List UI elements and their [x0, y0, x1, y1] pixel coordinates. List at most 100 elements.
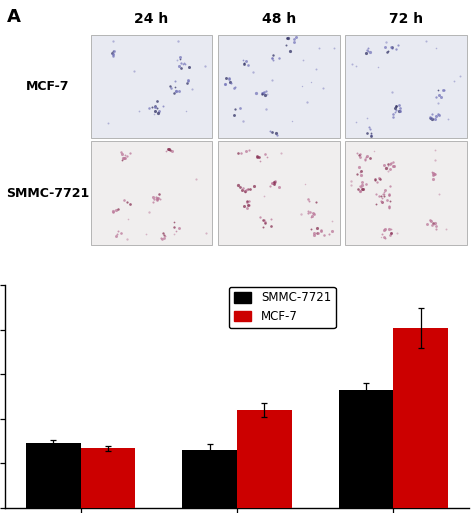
Point — [272, 178, 279, 186]
Point — [259, 223, 266, 231]
Point — [153, 195, 161, 203]
Point — [114, 204, 121, 212]
Point — [270, 181, 278, 189]
Point — [330, 44, 337, 52]
Point — [231, 105, 239, 113]
Point — [319, 84, 327, 92]
Point — [430, 220, 438, 228]
Point — [353, 170, 361, 178]
Point — [164, 145, 172, 153]
Point — [374, 177, 381, 186]
Point — [159, 102, 166, 110]
Point — [249, 68, 256, 76]
Point — [376, 175, 383, 184]
Point — [428, 115, 435, 123]
Point — [153, 104, 161, 112]
Point — [121, 150, 128, 159]
Point — [203, 229, 210, 237]
Point — [260, 88, 267, 96]
Point — [304, 209, 311, 217]
Point — [387, 159, 394, 167]
Point — [170, 218, 178, 226]
Point — [118, 156, 126, 164]
Point — [283, 41, 290, 49]
Point — [241, 188, 249, 196]
Point — [263, 90, 271, 98]
Point — [171, 83, 178, 91]
Text: A: A — [7, 8, 21, 26]
Point — [171, 88, 178, 96]
Point — [392, 108, 399, 116]
Point — [268, 128, 276, 136]
Point — [314, 229, 322, 237]
Point — [392, 102, 400, 110]
Point — [182, 107, 190, 115]
Point — [172, 227, 179, 235]
Point — [389, 110, 396, 119]
Point — [238, 186, 246, 194]
Point — [387, 43, 394, 51]
Point — [162, 147, 169, 155]
Point — [386, 230, 393, 239]
Point — [113, 231, 120, 240]
Point — [431, 170, 438, 179]
Point — [154, 109, 162, 117]
Point — [283, 34, 291, 43]
Bar — [91, 34, 212, 139]
Point — [310, 231, 318, 239]
Point — [375, 192, 383, 200]
Point — [109, 47, 117, 55]
Point — [231, 83, 238, 91]
Point — [245, 146, 253, 154]
Bar — [81, 448, 136, 508]
Point — [428, 113, 435, 122]
Point — [153, 194, 161, 203]
Point — [181, 60, 189, 68]
Bar — [338, 390, 393, 508]
Point — [241, 186, 249, 194]
Point — [154, 196, 161, 204]
Point — [434, 109, 441, 117]
Point — [385, 191, 393, 199]
Point — [261, 219, 269, 227]
Point — [240, 59, 248, 67]
Point — [378, 198, 386, 206]
Point — [380, 188, 388, 196]
Point — [315, 44, 322, 52]
Point — [358, 185, 365, 193]
Point — [241, 60, 248, 68]
Point — [390, 162, 397, 170]
Point — [380, 192, 388, 200]
Point — [260, 192, 267, 201]
Point — [185, 63, 192, 71]
Point — [109, 207, 117, 215]
Point — [180, 60, 187, 68]
Point — [358, 181, 366, 189]
Point — [430, 170, 438, 179]
Point — [290, 38, 298, 46]
Point — [440, 86, 448, 94]
Point — [123, 198, 130, 206]
Point — [271, 177, 279, 185]
Point — [175, 87, 183, 95]
Point — [309, 212, 316, 220]
Point — [307, 213, 314, 221]
Point — [428, 221, 436, 229]
Point — [378, 196, 385, 205]
Point — [270, 178, 278, 186]
Point — [109, 208, 117, 216]
Point — [428, 168, 436, 176]
Point — [115, 227, 122, 235]
Point — [367, 131, 375, 140]
Point — [227, 79, 235, 87]
Point — [275, 183, 283, 191]
Point — [317, 226, 324, 234]
Point — [237, 149, 245, 157]
Point — [256, 157, 264, 165]
Point — [167, 84, 175, 92]
Bar — [237, 410, 292, 508]
Point — [429, 170, 437, 179]
Point — [392, 102, 400, 110]
Point — [268, 75, 276, 84]
Point — [123, 235, 130, 243]
